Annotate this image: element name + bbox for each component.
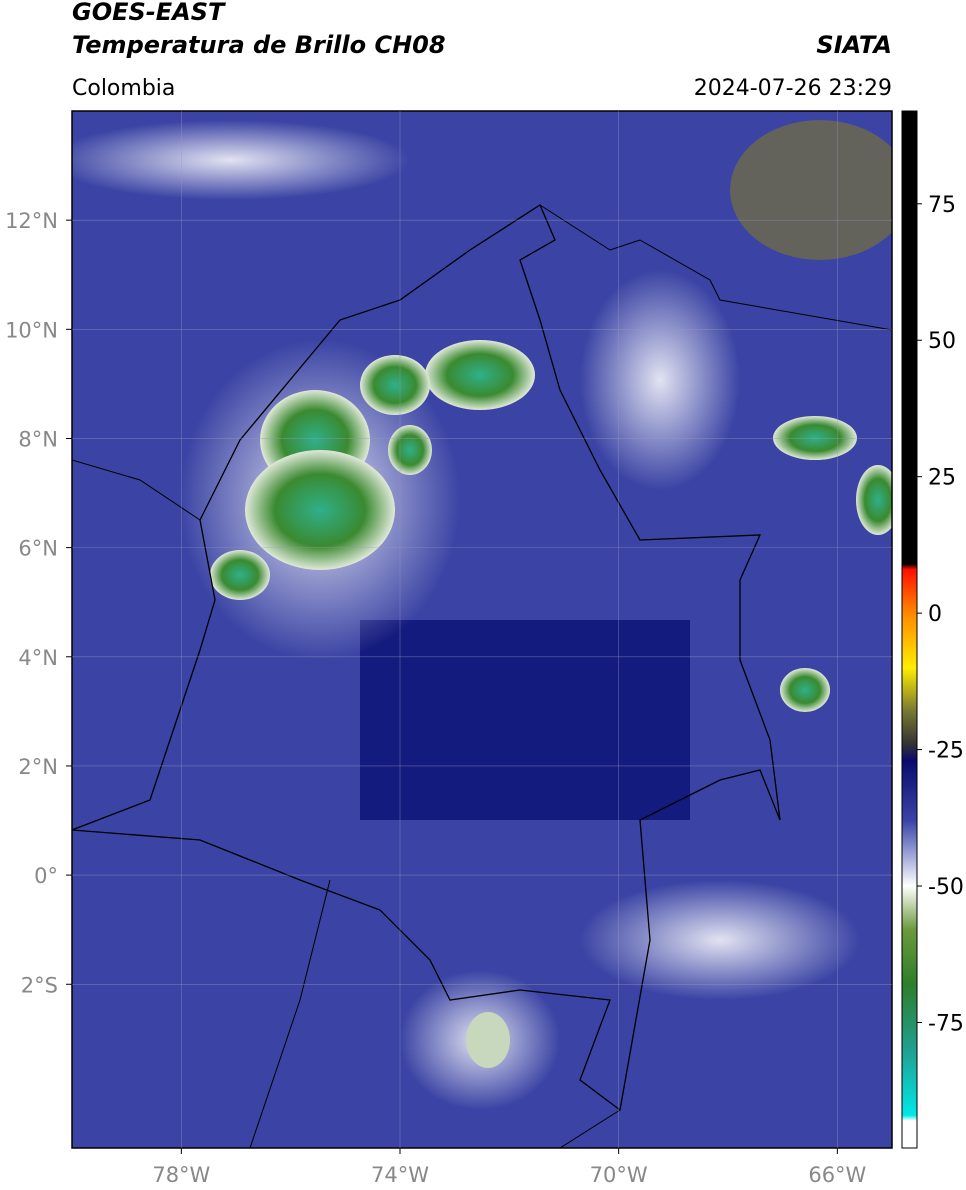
title: GOES-EAST xyxy=(72,0,226,26)
datetime: 2024-07-26 23:29 xyxy=(694,76,892,101)
x-tick-label: 70°W xyxy=(590,1163,648,1187)
y-tick-label: 4°N xyxy=(18,646,58,670)
colorbar-tick-label: -25 xyxy=(928,739,964,764)
subtitle: Temperatura de Brillo CH08 xyxy=(72,31,446,59)
colorbar-tick-label: -50 xyxy=(928,875,964,900)
y-tick-label: 0° xyxy=(34,864,58,888)
colorbar-tick-label: -75 xyxy=(928,1011,964,1036)
x-tick-label: 78°W xyxy=(152,1163,210,1187)
colorbar xyxy=(901,110,918,1149)
x-tick-label: 66°W xyxy=(808,1163,866,1187)
y-tick-label: 8°N xyxy=(18,427,58,451)
y-tick-label: 12°N xyxy=(5,209,58,233)
y-tick-label: 6°N xyxy=(18,537,58,561)
y-tick-label: 2°N xyxy=(18,755,58,779)
x-tick-label: 74°W xyxy=(371,1163,429,1187)
colorbar-tick-label: 25 xyxy=(928,466,956,491)
satellite-image xyxy=(72,111,892,1148)
y-tick-label: 2°S xyxy=(21,973,58,997)
colorbar-tick-label: 0 xyxy=(928,602,942,627)
colorbar-tick-label: 75 xyxy=(928,193,956,218)
source: SIATA xyxy=(816,31,892,59)
colorbar-tick-label: 50 xyxy=(928,329,956,354)
region: Colombia xyxy=(72,76,175,101)
y-tick-label: 10°N xyxy=(5,318,58,342)
map-frame xyxy=(71,110,893,1149)
